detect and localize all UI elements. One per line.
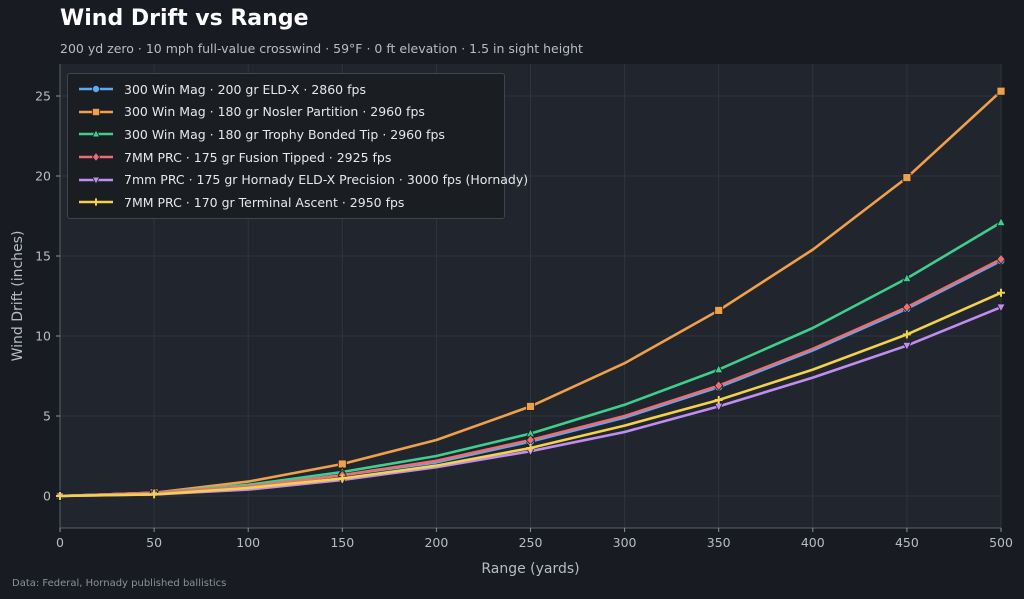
legend-item: 7mm PRC · 175 gr Hornady ELD-X Precision…: [78, 168, 528, 191]
legend-item: 7MM PRC · 170 gr Terminal Ascent · 2950 …: [78, 191, 496, 214]
legend-label: 7MM PRC · 170 gr Terminal Ascent · 2950 …: [124, 194, 405, 210]
data-point: [338, 474, 347, 483]
x-tick-label: 500: [989, 535, 1013, 550]
data-point: [56, 492, 64, 500]
legend-swatch: [78, 128, 114, 140]
legend-label: 300 Win Mag · 200 gr ELD-X · 2860 fps: [124, 81, 366, 97]
y-tick-label: 15: [35, 249, 51, 264]
legend-item: 300 Win Mag · 180 gr Nosler Partition · …: [78, 101, 496, 124]
data-point: [902, 173, 912, 183]
data-point: [902, 341, 912, 352]
legend-swatch: [78, 151, 114, 163]
data-point: [996, 303, 1006, 313]
data-point: [996, 86, 1006, 96]
y-tick-label: 0: [43, 489, 51, 504]
series-4: [55, 253, 1006, 502]
x-tick-label: 350: [707, 535, 731, 550]
legend-label: 7MM PRC · 175 gr Fusion Tipped · 2925 fp…: [124, 149, 392, 165]
data-point: [902, 301, 912, 313]
legend-marker: [91, 129, 101, 138]
y-tick-label: 5: [43, 409, 51, 424]
legend-swatch: [78, 174, 114, 186]
chart-title: Wind Drift vs Range: [60, 6, 309, 31]
data-point: [902, 272, 912, 283]
data-point: [526, 401, 535, 411]
data-source-note: Data: Federal, Hornady published ballist…: [12, 578, 227, 589]
legend-swatch: [78, 106, 114, 118]
x-tick-label: 150: [330, 535, 354, 550]
y-axis-label: Wind Drift (inches): [10, 231, 26, 362]
x-tick-label: 0: [56, 535, 64, 550]
data-point: [902, 330, 911, 339]
data-point: [150, 490, 159, 499]
data-point: [714, 380, 724, 392]
legend-swatch: [78, 196, 114, 208]
legend-marker: [91, 85, 100, 94]
legend-label: 7mm PRC · 175 gr Hornady ELD-X Precision…: [124, 172, 529, 188]
legend-item: 300 Win Mag · 180 gr Trophy Bonded Tip ·…: [78, 123, 496, 146]
series-6: [56, 288, 1005, 500]
legend-item: 7MM PRC · 175 gr Fusion Tipped · 2925 fp…: [78, 146, 496, 169]
y-tick-label: 25: [35, 89, 51, 104]
legend-label: 300 Win Mag · 180 gr Nosler Partition · …: [124, 104, 425, 120]
data-point: [714, 364, 724, 374]
x-tick-label: 100: [236, 535, 260, 550]
chart-legend: 300 Win Mag · 200 gr ELD-X · 2860 fps 300…: [67, 73, 528, 219]
y-tick-label: 20: [35, 169, 51, 184]
legend-marker: [91, 152, 101, 163]
x-tick-label: 300: [613, 535, 637, 550]
x-axis-label: Range (yards): [481, 561, 579, 577]
chart-subtitle: 200 yd zero · 10 mph full-value crosswin…: [60, 41, 583, 56]
x-tick-label: 50: [146, 535, 162, 550]
data-point: [997, 288, 1005, 297]
legend-item: 300 Win Mag · 200 gr ELD-X · 2860 fps: [78, 78, 496, 101]
legend-label: 300 Win Mag · 180 gr Trophy Bonded Tip ·…: [124, 126, 445, 142]
legend-marker: [91, 176, 101, 185]
x-tick-label: 200: [424, 535, 448, 550]
data-point: [714, 396, 723, 404]
legend-swatch: [78, 83, 114, 95]
x-tick-label: 250: [519, 535, 543, 550]
y-tick-label: 10: [35, 329, 51, 344]
data-point: [714, 305, 724, 315]
legend-marker: [92, 198, 100, 206]
legend-marker: [91, 107, 100, 116]
data-point: [996, 253, 1006, 265]
x-tick-label: 400: [801, 535, 825, 550]
x-tick-label: 450: [895, 535, 919, 550]
data-point: [526, 444, 535, 452]
data-point: [996, 216, 1006, 227]
